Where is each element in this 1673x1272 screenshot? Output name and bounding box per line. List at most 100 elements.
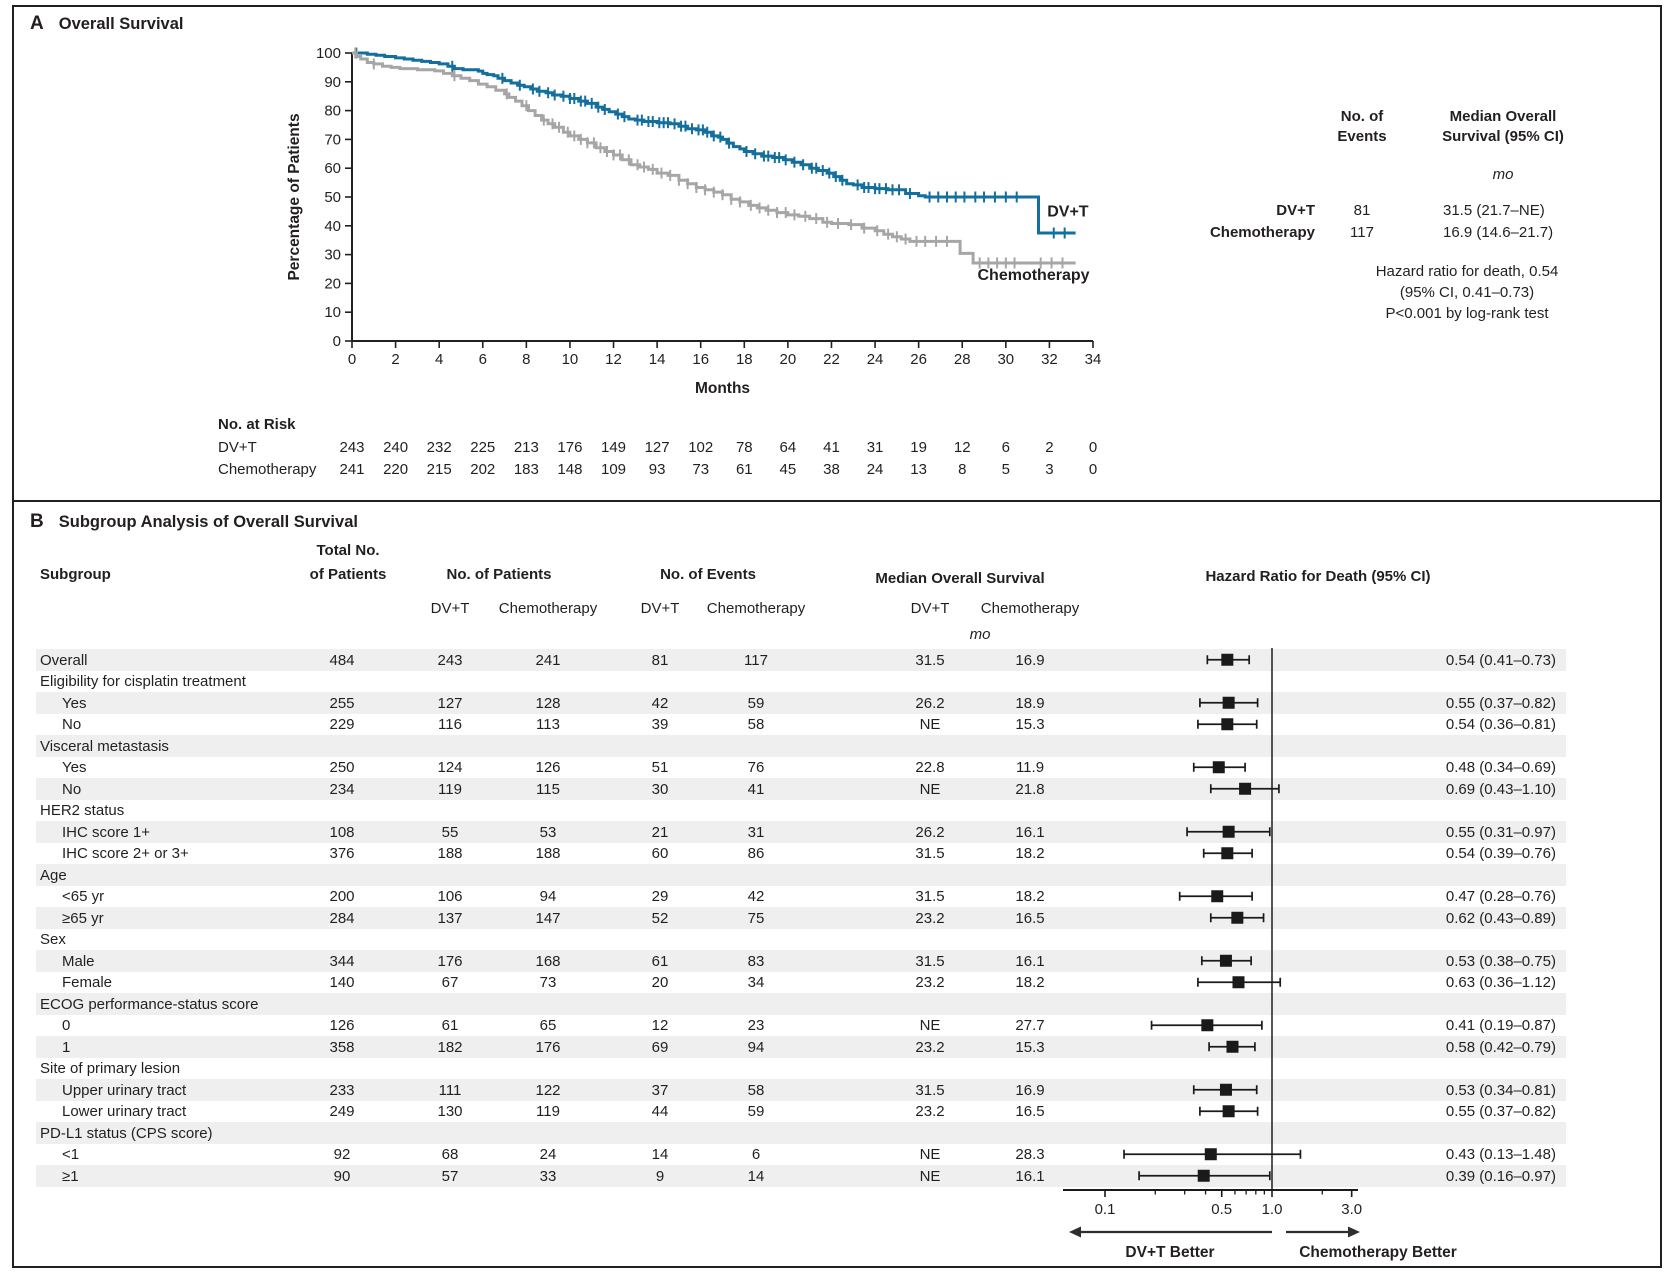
cell-mos_chemo: 15.3 xyxy=(1015,716,1045,733)
censor-marks-DV+T xyxy=(355,47,1066,239)
cell-mos_chemo: 16.9 xyxy=(1015,651,1045,669)
subgroup-category-label: PD-L1 status (CPS score) xyxy=(40,1124,213,1142)
risk-count: 8 xyxy=(958,461,966,478)
x-tick-label: 12 xyxy=(605,351,622,368)
stats-events-header-line1: No. of xyxy=(1340,108,1384,125)
subgroup-row-label: IHC score 1+ xyxy=(62,823,150,841)
figure-border xyxy=(12,5,1662,1268)
risk-count: 19 xyxy=(910,439,927,456)
subgroup-category-label: HER2 status xyxy=(40,802,125,819)
cell-n_chemo: 115 xyxy=(536,780,560,798)
cell-e_dvt: 21 xyxy=(651,823,669,841)
cell-n_dvt: 124 xyxy=(437,759,463,776)
cell-total: 90 xyxy=(333,1167,351,1185)
panel-a-label: A xyxy=(30,13,44,34)
cell-n_dvt: 57 xyxy=(441,1167,459,1185)
cell-mos_dvt: 31.5 xyxy=(915,845,945,862)
cell-n_dvt: 188 xyxy=(437,845,463,862)
risk-row-name: DV+T xyxy=(218,439,257,456)
cell-n_chemo: 126 xyxy=(535,759,561,776)
cell-hr-ci: 0.62 (0.43–0.89) xyxy=(1445,909,1556,927)
cell-total: 140 xyxy=(329,974,355,991)
risk-count: 38 xyxy=(823,461,840,478)
cell-e_dvt: 61 xyxy=(651,952,669,970)
cell-e_dvt: 42 xyxy=(651,694,669,712)
cell-mos_chemo: 11.9 xyxy=(1015,759,1045,776)
censor-marks-Chemotherapy xyxy=(354,47,1064,269)
cell-hr-ci: 0.47 (0.28–0.76) xyxy=(1445,888,1556,905)
cell-e_chemo: 86 xyxy=(747,845,765,862)
stats-events-header-line2: Events xyxy=(1337,128,1387,145)
hazard-ratio-line2: (95% CI, 0.41–0.73) xyxy=(1399,284,1535,301)
cell-e_dvt: 69 xyxy=(651,1038,669,1056)
y-tick-label: 50 xyxy=(324,189,341,206)
cell-total: 234 xyxy=(329,780,355,798)
risk-count: 0 xyxy=(1089,439,1097,456)
cell-hr-ci: 0.54 (0.41–0.73) xyxy=(1445,651,1556,669)
y-tick-label: 60 xyxy=(324,160,341,177)
cell-hr-ci: 0.43 (0.13–1.48) xyxy=(1445,1146,1556,1163)
col-header-total-line2: of Patients xyxy=(309,566,387,583)
cell-n_dvt: 130 xyxy=(437,1103,463,1120)
y-tick-label: 70 xyxy=(324,131,341,148)
risk-count: 45 xyxy=(780,461,797,478)
cell-n_dvt: 127 xyxy=(437,694,463,712)
subgroup-row-label: ≥1 xyxy=(62,1167,79,1185)
cell-e_dvt: 29 xyxy=(651,888,669,905)
x-tick-label: 30 xyxy=(997,351,1014,368)
cell-e_chemo: 6 xyxy=(751,1146,761,1163)
y-tick-label: 30 xyxy=(324,247,341,264)
cell-total: 255 xyxy=(329,694,355,712)
cell-n_chemo: 147 xyxy=(535,909,561,927)
subgroup-row-label: Lower urinary tract xyxy=(62,1103,187,1120)
curve-label-Chemotherapy: Chemotherapy xyxy=(977,267,1089,284)
cell-n_dvt: 182 xyxy=(437,1038,463,1056)
risk-count: 0 xyxy=(1089,461,1097,478)
cell-mos_dvt: 23.2 xyxy=(915,909,945,927)
cell-mos_dvt: 31.5 xyxy=(915,1081,945,1099)
row-band xyxy=(36,692,1566,714)
risk-count: 215 xyxy=(427,461,452,478)
cell-hr-ci: 0.41 (0.19–0.87) xyxy=(1445,1017,1556,1034)
risk-count: 2 xyxy=(1045,439,1053,456)
subgroup-row-label: 0 xyxy=(62,1017,71,1034)
cell-e_chemo: 76 xyxy=(747,759,765,776)
risk-count: 176 xyxy=(557,439,582,456)
cell-mos_dvt: 22.8 xyxy=(915,759,945,776)
cell-e_dvt: 37 xyxy=(651,1081,669,1099)
row-band xyxy=(36,821,1566,843)
cell-hr-ci: 0.55 (0.37–0.82) xyxy=(1445,1103,1556,1120)
cell-total: 484 xyxy=(329,651,355,669)
cell-hr-ci: 0.53 (0.34–0.81) xyxy=(1445,1081,1556,1099)
subgroup-row-label: Male xyxy=(62,952,95,970)
row-band xyxy=(36,864,1566,886)
cell-e_dvt: 44 xyxy=(651,1103,669,1120)
subgroup-category-label: Site of primary lesion xyxy=(40,1060,181,1077)
risk-table-title: No. at Risk xyxy=(218,416,296,433)
subgroup-row-label: 1 xyxy=(62,1038,71,1056)
cell-e_chemo: 75 xyxy=(747,909,765,927)
col-header-patients: No. of Patients xyxy=(446,566,552,583)
cell-n_dvt: 243 xyxy=(437,651,463,669)
y-tick-label: 90 xyxy=(324,74,341,91)
cell-n_chemo: 119 xyxy=(536,1103,560,1120)
cell-hr-ci: 0.53 (0.38–0.75) xyxy=(1445,952,1556,970)
subgroup-row-label: Yes xyxy=(62,694,87,712)
cell-total: 126 xyxy=(329,1017,355,1034)
risk-row-name: Chemotherapy xyxy=(218,461,317,478)
x-tick-label: 2 xyxy=(391,351,399,368)
row-band xyxy=(36,649,1566,671)
risk-count: 149 xyxy=(601,439,626,456)
cell-n_dvt: 106 xyxy=(437,888,463,905)
cell-mos_dvt: 31.5 xyxy=(915,651,945,669)
subgroup-row-label: IHC score 2+ or 3+ xyxy=(62,845,189,862)
cell-n_dvt: 111 xyxy=(438,1081,462,1099)
risk-count: 5 xyxy=(1002,461,1010,478)
cell-e_chemo: 59 xyxy=(747,694,765,712)
stats-row-dvt-median: 31.5 (21.7–NE) xyxy=(1443,202,1545,219)
cell-n_chemo: 188 xyxy=(535,845,561,862)
x-tick-label: 8 xyxy=(522,351,530,368)
cell-total: 376 xyxy=(329,845,355,862)
